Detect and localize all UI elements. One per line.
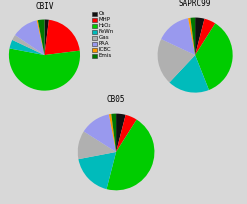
Wedge shape [44, 20, 49, 55]
Wedge shape [116, 114, 126, 152]
Wedge shape [188, 18, 195, 55]
Wedge shape [169, 55, 209, 93]
Wedge shape [9, 48, 80, 91]
Wedge shape [158, 39, 195, 82]
Legend: O₃, MHP, H₂O₂, FeWn, Gas, PAA, ICBC, Emis: O₃, MHP, H₂O₂, FeWn, Gas, PAA, ICBC, Emi… [92, 11, 115, 59]
Wedge shape [116, 115, 137, 152]
Wedge shape [109, 114, 116, 152]
Wedge shape [10, 40, 44, 55]
Wedge shape [195, 19, 215, 55]
Wedge shape [190, 18, 195, 55]
Wedge shape [78, 152, 116, 189]
Wedge shape [38, 20, 44, 55]
Wedge shape [195, 23, 233, 90]
Wedge shape [37, 20, 44, 55]
Wedge shape [15, 20, 44, 55]
Wedge shape [12, 35, 44, 55]
Title: CB05: CB05 [107, 95, 125, 104]
Wedge shape [111, 114, 116, 152]
Wedge shape [78, 131, 116, 159]
Wedge shape [84, 114, 116, 152]
Title: CBIV: CBIV [35, 2, 54, 11]
Wedge shape [106, 120, 154, 190]
Wedge shape [161, 18, 195, 55]
Wedge shape [44, 20, 80, 55]
Title: SAPRC99: SAPRC99 [179, 0, 211, 8]
Wedge shape [195, 18, 205, 55]
